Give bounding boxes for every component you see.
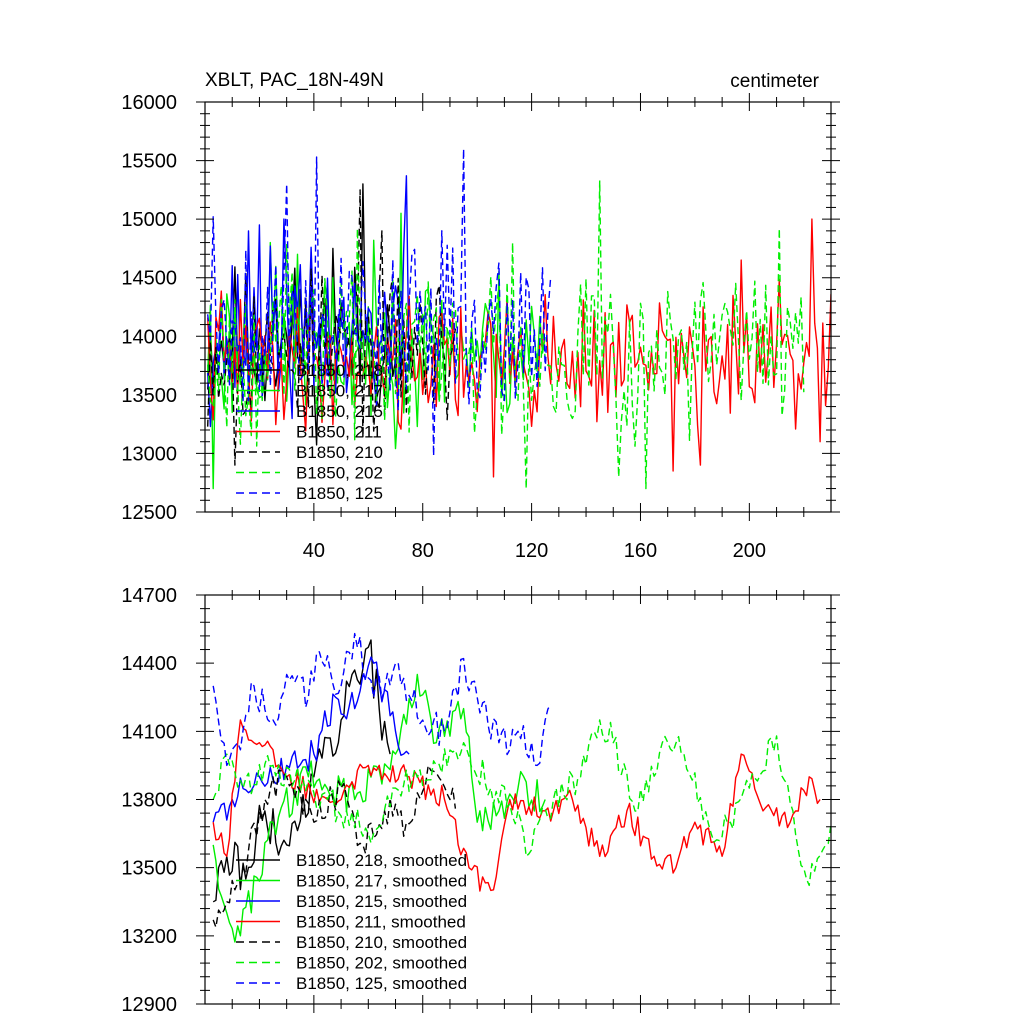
series-line-smoothed-211 <box>212 719 821 892</box>
top-panel: 40 80 120 160 200 12500 13000 13500 14000 14500 15… <box>121 70 840 562</box>
legend-entry: B1850, 125, smoothed <box>296 974 467 993</box>
legend-entry: B1850, 211, smoothed <box>296 913 466 932</box>
legend-entry: B1850, 217, smoothed <box>296 872 467 891</box>
units-label: centimeter <box>730 71 819 92</box>
series-line-smoothed-217 <box>212 673 546 943</box>
y-tick-label: 13500 <box>121 385 177 407</box>
y-tick-label: 15500 <box>121 151 177 173</box>
legend-entry: B1850, 210, smoothed <box>296 933 467 952</box>
y-tick-label: 12900 <box>121 994 177 1016</box>
y-tick-label: 14000 <box>121 326 177 348</box>
legend-entry: B1850, 215 <box>296 402 383 421</box>
bottom-panel: 12900 13200 13500 13800 14100 14400 14700 B1850… <box>121 585 840 1016</box>
legend-entry: B1850, 211 <box>296 423 382 442</box>
y-tick-label: 14400 <box>121 653 177 675</box>
y-tick-label: 16000 <box>121 92 177 114</box>
y-tick-label: 13000 <box>121 443 177 465</box>
legend-entry: B1850, 215, smoothed <box>296 892 467 911</box>
series-line-smoothed-215 <box>212 656 410 823</box>
y-tick-label: 15000 <box>121 209 177 231</box>
y-tick-label: 14500 <box>121 268 177 290</box>
legend-entry: B1850, 202 <box>296 464 383 483</box>
y-tick-label: 13200 <box>121 926 177 948</box>
series-line-smoothed-202 <box>212 719 831 887</box>
x-tick-label: 120 <box>515 540 548 562</box>
legend-entry: B1850, 218, smoothed <box>296 851 467 870</box>
series-line-smoothed-125 <box>212 632 552 767</box>
series-line-125 <box>207 148 552 457</box>
legend-entry: B1850, 218 <box>296 361 383 380</box>
x-tick-label: 200 <box>733 540 766 562</box>
legend-entry: B1850, 125 <box>296 484 383 503</box>
legend-entry: B1850, 210 <box>296 443 383 462</box>
legend-entry: B1850, 202, smoothed <box>296 954 467 973</box>
plot-frame <box>204 101 832 513</box>
x-tick-label: 160 <box>624 540 657 562</box>
legend-entry: B1850, 217 <box>296 382 383 401</box>
y-tick-label: 13800 <box>121 790 177 812</box>
chart-title: XBLT, PAC_18N-49N <box>205 70 384 91</box>
series-line-202 <box>207 179 805 490</box>
y-tick-label: 14700 <box>121 585 177 607</box>
x-tick-label: 40 <box>303 540 325 562</box>
y-tick-label: 12500 <box>121 502 177 524</box>
y-tick-label: 13500 <box>121 858 177 880</box>
x-tick-label: 80 <box>412 540 434 562</box>
y-tick-label: 14100 <box>121 721 177 743</box>
